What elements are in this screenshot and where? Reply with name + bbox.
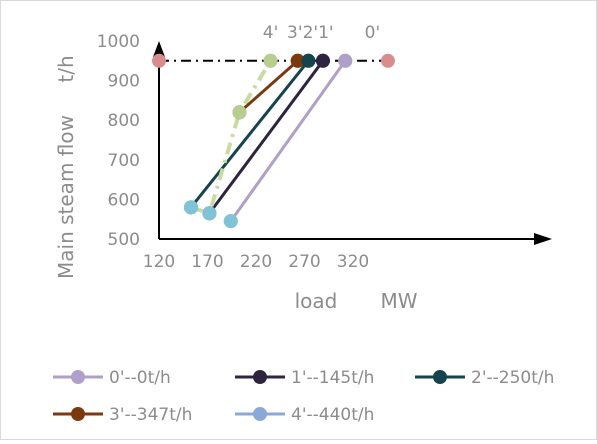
series-point — [223, 214, 238, 229]
x-tick-label: 320 — [337, 252, 369, 272]
legend-marker — [71, 370, 85, 384]
x-tick-label: 120 — [143, 252, 175, 272]
legend-label: 0'--0t/h — [109, 368, 171, 388]
y-tick-label: 500 — [108, 230, 140, 250]
series-line — [189, 59, 310, 209]
legend-label: 2'--250t/h — [471, 368, 554, 388]
x-axis-unit: MW — [380, 289, 417, 313]
series-point — [263, 53, 278, 68]
legend-label: 4'--440t/h — [291, 405, 374, 425]
y-tick-label: 1000 — [97, 32, 140, 52]
series-point — [338, 53, 353, 68]
point-label: 4' — [263, 23, 279, 43]
series-line — [238, 59, 299, 114]
legend-label: 3'--347t/h — [109, 405, 192, 425]
series-point — [232, 105, 247, 120]
endpoint-marker — [380, 53, 395, 68]
x-axis-arrow — [534, 233, 552, 245]
y-tick-label: 800 — [108, 111, 140, 131]
x-tick-label: 170 — [191, 252, 223, 272]
y-tick-label: 900 — [108, 72, 140, 92]
series-point — [184, 200, 199, 215]
legend-marker — [253, 370, 267, 384]
series-point — [290, 53, 305, 68]
point-label: 0' — [365, 23, 381, 43]
series-line — [190, 59, 273, 216]
series-point — [301, 53, 316, 68]
y-axis-unit: t/h — [54, 55, 78, 82]
endpoint-marker — [152, 53, 166, 68]
series-line — [208, 59, 325, 215]
series-point — [202, 206, 217, 221]
y-axis-title: Main steam flow — [54, 115, 78, 279]
series-point — [315, 53, 330, 68]
y-tick-label: 700 — [108, 151, 140, 171]
x-tick-label: 270 — [288, 252, 320, 272]
point-label: 1' — [318, 23, 334, 43]
legend-marker — [71, 407, 85, 421]
series-line — [229, 59, 347, 223]
legend-marker — [253, 407, 267, 421]
y-axis-arrow — [153, 41, 165, 57]
point-label: 3' — [287, 23, 303, 43]
point-label: 2' — [303, 23, 319, 43]
x-tick-label: 220 — [240, 252, 272, 272]
legend-marker — [433, 370, 447, 384]
legend-label: 1'--145t/h — [291, 368, 374, 388]
y-tick-label: 600 — [108, 190, 140, 210]
x-axis-title: load — [295, 289, 338, 313]
